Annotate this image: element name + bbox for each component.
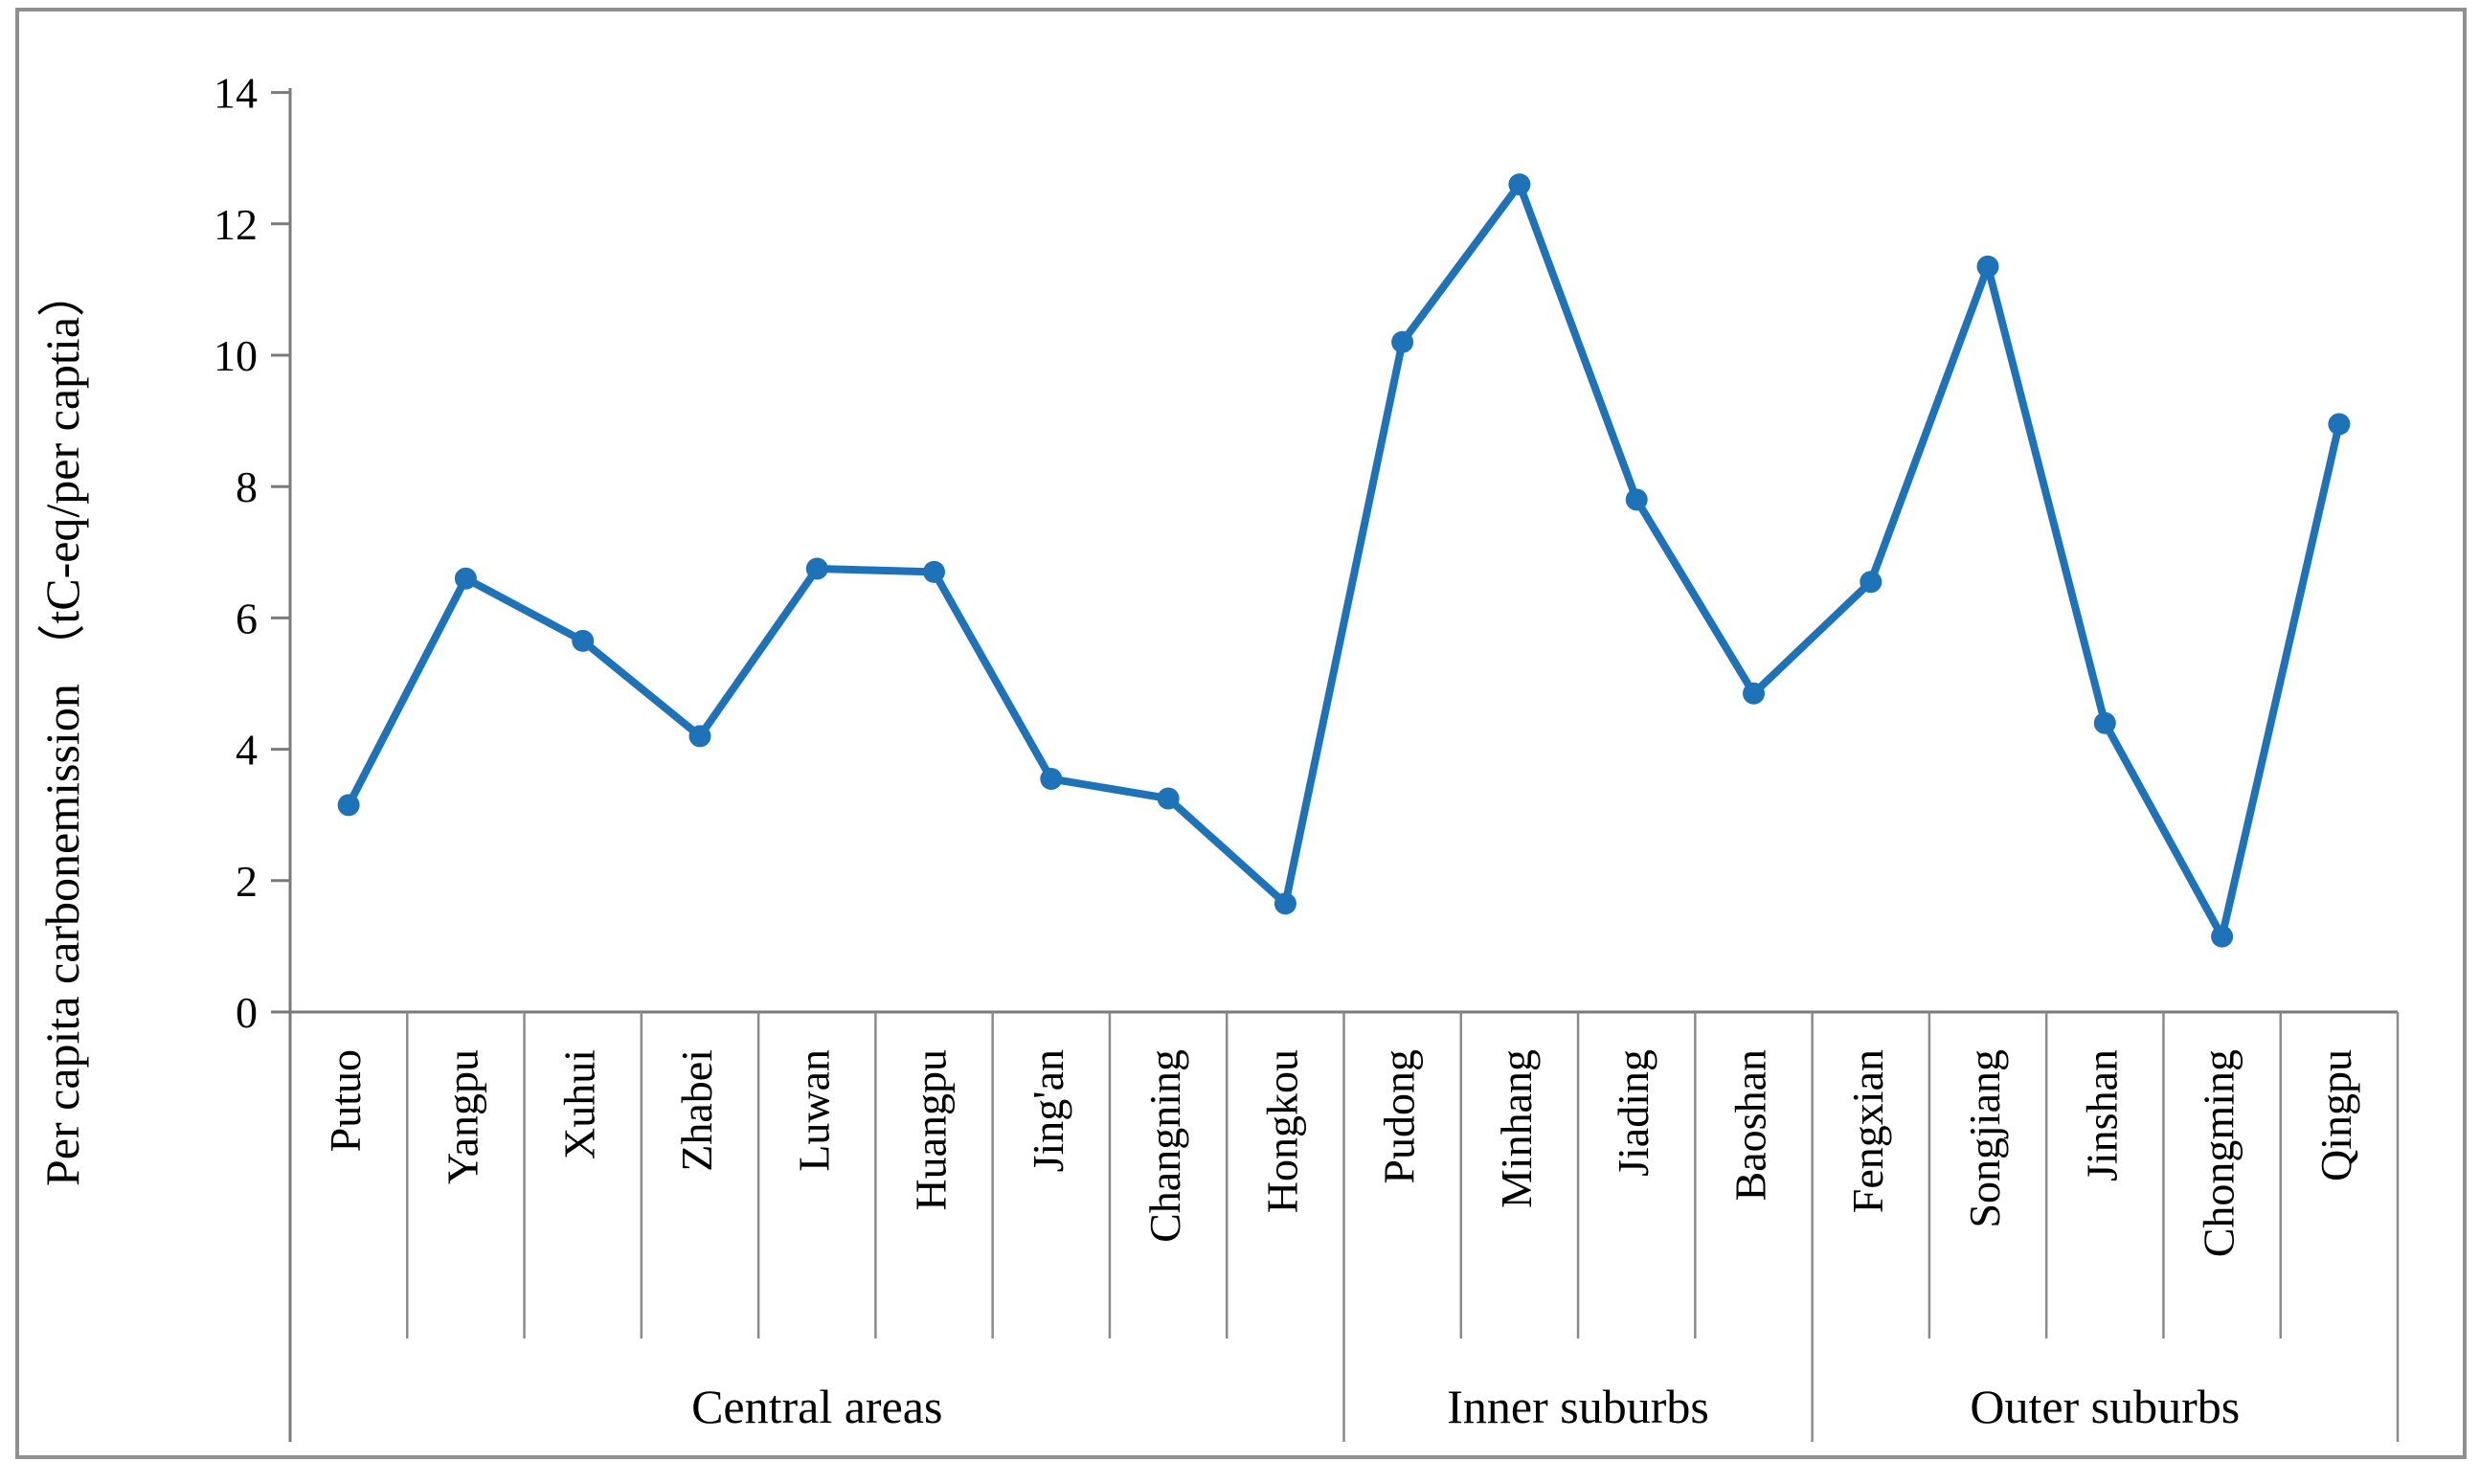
y-tick-label: 0: [236, 988, 258, 1037]
data-point: [2093, 711, 2116, 734]
data-point: [572, 629, 595, 652]
data-point: [2211, 925, 2234, 948]
x-axis-label: Songjiang: [1960, 1049, 2009, 1228]
x-axis-label: Jiading: [1609, 1049, 1657, 1177]
y-axis-title: Per capita carbonemission （tC-eq/per cap…: [35, 269, 89, 1186]
y-tick-label: 6: [236, 594, 258, 642]
data-point: [2328, 413, 2351, 436]
y-tick-label: 2: [236, 857, 258, 906]
y-tick-label: 12: [214, 200, 258, 249]
x-axis-label: Luwan: [789, 1049, 838, 1172]
labels-layer: 0 2 4 6 8 10 12 14 Putuo Yangpu Xuhui Zhabei Luwan Hu…: [214, 69, 2360, 1433]
x-axis-label: Zhabei: [672, 1049, 721, 1172]
data-point: [1508, 173, 1531, 196]
x-axis-label: Baoshan: [1725, 1049, 1774, 1201]
x-axis-label: Changning: [1140, 1049, 1189, 1243]
y-tick-label: 10: [214, 331, 258, 380]
y-tick-label: 14: [214, 69, 258, 118]
data-point: [688, 725, 711, 748]
x-axis-label: Minhang: [1492, 1049, 1541, 1208]
data-point: [805, 557, 828, 580]
x-axis-label: Jing'an: [1024, 1049, 1072, 1172]
data-point: [1040, 768, 1063, 790]
group-label: Central areas: [691, 1380, 942, 1433]
group-label: Outer suburbs: [1970, 1380, 2240, 1433]
x-axis-label: Pudong: [1375, 1049, 1424, 1184]
x-axis-label: Qingpu: [2311, 1049, 2360, 1181]
data-point: [1743, 682, 1765, 705]
x-axis-label: Yangpu: [438, 1049, 486, 1184]
data-point: [454, 567, 477, 590]
data-point: [1860, 571, 1883, 594]
data-line: [345, 180, 2343, 941]
y-tick-label: 4: [236, 726, 258, 775]
data-point: [337, 794, 360, 817]
data-point: [1274, 892, 1296, 915]
x-axis-label: Chongming: [2195, 1049, 2243, 1257]
figure-border: [15, 8, 2467, 1459]
data-point: [1625, 488, 1648, 511]
x-axis-label: Jinshan: [2077, 1049, 2126, 1181]
x-axis-label: Putuo: [321, 1049, 370, 1152]
y-tick-label: 8: [236, 462, 258, 511]
x-axis-label: Xuhui: [555, 1049, 604, 1159]
data-point: [1976, 255, 1999, 278]
data-point: [1391, 330, 1414, 353]
series-layer: [337, 173, 2351, 948]
data-point: [923, 560, 945, 583]
x-axis-label: Hongkou: [1257, 1049, 1306, 1213]
group-label: Inner suburbs: [1447, 1380, 1709, 1433]
data-point: [1157, 787, 1180, 810]
axes-layer: [271, 88, 2400, 1442]
x-axis-label: Fengxian: [1843, 1049, 1892, 1213]
x-axis-label: Huangpu: [907, 1049, 956, 1211]
